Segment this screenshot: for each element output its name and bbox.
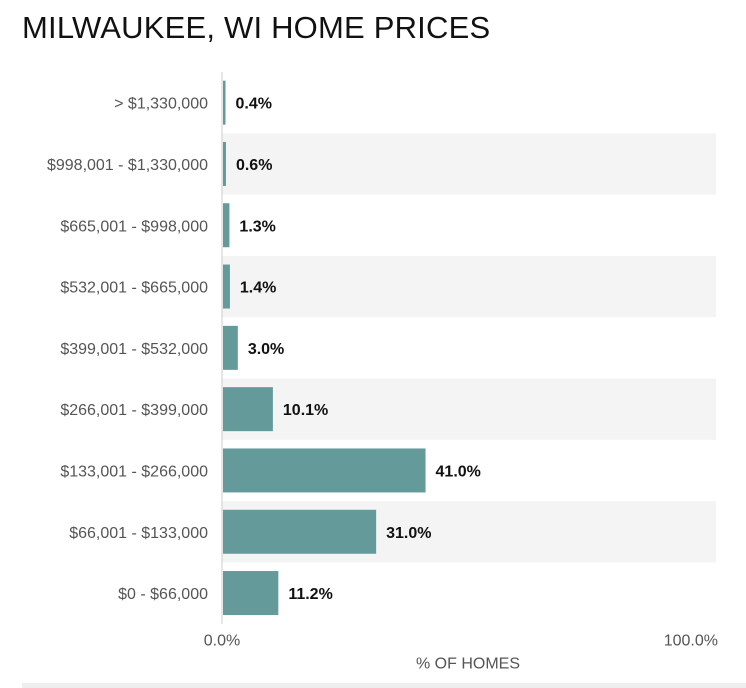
x-tick-label: 0.0%	[204, 633, 240, 650]
value-label: 31.0%	[386, 525, 431, 542]
category-label: $66,001 - $133,000	[69, 525, 208, 542]
category-label: $0 - $66,000	[118, 586, 208, 603]
category-label: $665,001 - $998,000	[60, 218, 208, 235]
footer-divider	[22, 683, 746, 688]
value-labels: 0.4% 0.6% 1.3% 1.4% 3.0% 10.1% 41.0% 31.0% 11.2%	[236, 96, 481, 603]
x-tick-label: 100.0%	[664, 633, 718, 650]
row-background	[222, 255, 716, 318]
value-label: 3.0%	[248, 341, 284, 358]
bar[interactable]	[223, 448, 426, 493]
bar[interactable]	[223, 203, 230, 248]
bar[interactable]	[223, 571, 279, 616]
value-label: 10.1%	[283, 402, 328, 419]
row-background	[222, 378, 716, 440]
value-label: 1.3%	[239, 218, 275, 235]
bar[interactable]	[223, 80, 226, 125]
bar[interactable]	[223, 509, 377, 554]
bar[interactable]	[223, 325, 238, 370]
value-label: 0.4%	[236, 96, 272, 113]
row-background	[222, 133, 716, 195]
chart-title: MILWAUKEE, WI HOME PRICES	[22, 10, 491, 45]
value-label: 1.4%	[240, 280, 276, 297]
category-labels: > $1,330,000 $998,001 - $1,330,000 $665,00…	[47, 96, 208, 603]
category-label: > $1,330,000	[114, 96, 208, 113]
bars	[223, 80, 426, 616]
value-label: 11.2%	[288, 586, 332, 603]
bar[interactable]	[223, 264, 230, 309]
x-tick-labels: 0.0% 100.0%	[204, 633, 718, 650]
category-label: $266,001 - $399,000	[60, 402, 208, 419]
category-label: $998,001 - $1,330,000	[47, 157, 208, 174]
value-label: 0.6%	[236, 157, 272, 174]
category-label: $532,001 - $665,000	[60, 280, 208, 297]
bar[interactable]	[223, 141, 226, 186]
value-label: 41.0%	[436, 463, 481, 480]
category-label: $133,001 - $266,000	[60, 463, 208, 480]
bar[interactable]	[223, 387, 273, 432]
row-backgrounds	[222, 133, 716, 563]
x-axis-label: % OF HOMES	[416, 656, 520, 673]
category-label: $399,001 - $532,000	[60, 341, 208, 358]
